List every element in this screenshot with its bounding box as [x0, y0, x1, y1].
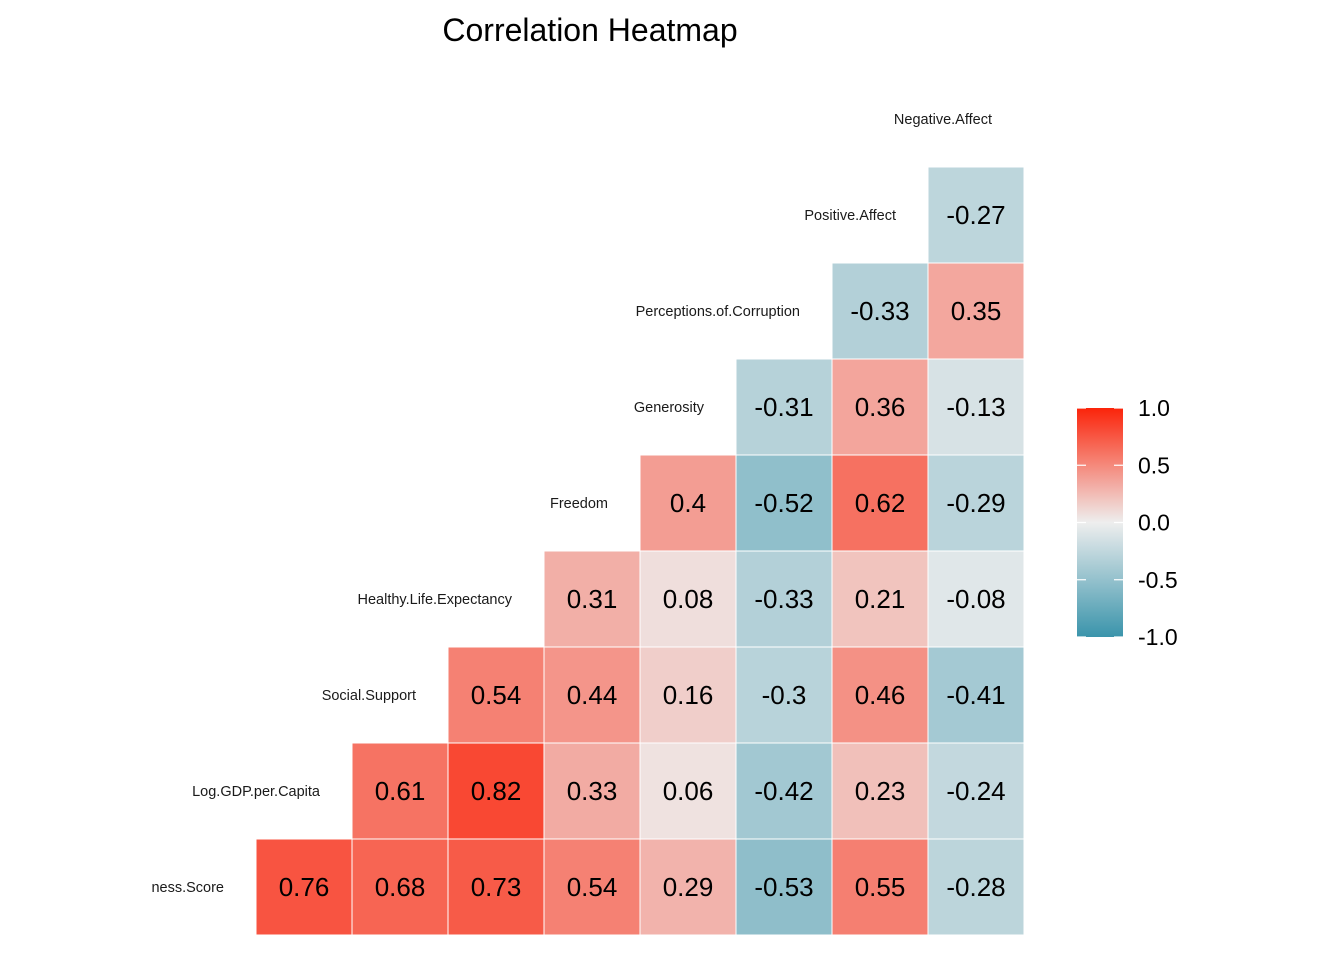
heatmap-cell: [639, 838, 737, 936]
heatmap-cell: [543, 838, 641, 936]
heatmap-cell: [831, 646, 929, 744]
cell-value-label: 0.68: [375, 872, 426, 902]
cell-value-label: -0.41: [946, 680, 1005, 710]
heatmap-cell: [831, 550, 929, 648]
heatmap-cell: [639, 550, 737, 648]
cell-value-label: -0.53: [754, 872, 813, 902]
heatmap-cell: [735, 358, 833, 456]
heatmap-cell: [447, 742, 545, 840]
legend-tick-label: 1.0: [1138, 395, 1170, 421]
cell-value-label: 0.33: [567, 776, 618, 806]
heatmap-cell: [447, 646, 545, 744]
heatmap-cell: [735, 454, 833, 552]
cell-value-label: 0.4: [670, 488, 706, 518]
row-label: Negative.Affect: [894, 112, 992, 128]
legend-tick-label: -1.0: [1138, 624, 1178, 650]
legend-ticks: 1.0 0.5 0.0 -0.5 -1.0: [1077, 395, 1178, 650]
cell-value-label: 0.76: [279, 872, 330, 902]
row-label: Log.GDP.per.Capita: [192, 784, 321, 800]
heatmap-cell: [927, 646, 1025, 744]
cell-value-label: -0.27: [946, 200, 1005, 230]
cell-value-label: -0.33: [850, 296, 909, 326]
cell-value-label: 0.31: [567, 584, 618, 614]
heatmap-cell: [831, 454, 929, 552]
row-label: ness.Score: [151, 880, 224, 896]
heatmap-cell: [927, 358, 1025, 456]
row-label: Healthy.Life.Expectancy: [358, 592, 513, 608]
cell-value-label: -0.3: [762, 680, 807, 710]
heatmap-cell: [831, 838, 929, 936]
cell-value-label: 0.06: [663, 776, 714, 806]
heatmap-cell: [351, 742, 449, 840]
legend-tick-label: 0.5: [1138, 452, 1170, 478]
heatmap-cell: [927, 262, 1025, 360]
heatmap-cell: [255, 838, 353, 936]
color-legend: 1.0 0.5 0.0 -0.5 -1.0: [1077, 395, 1178, 650]
cell-value-label: 0.62: [855, 488, 906, 518]
row-label: Generosity: [634, 400, 705, 416]
heatmap-cell: [927, 838, 1025, 936]
cell-value-label: -0.28: [946, 872, 1005, 902]
heatmap-cell: [639, 742, 737, 840]
heatmap-cell: [831, 262, 929, 360]
cell-value-label: -0.08: [946, 584, 1005, 614]
row-label: Positive.Affect: [804, 208, 896, 224]
cell-value-label: 0.46: [855, 680, 906, 710]
cell-value-label: -0.13: [946, 392, 1005, 422]
heatmap-cell: [639, 454, 737, 552]
cell-value-label: 0.36: [855, 392, 906, 422]
heatmap-cell: [735, 742, 833, 840]
cell-value-label: 0.61: [375, 776, 426, 806]
cell-value-label: -0.52: [754, 488, 813, 518]
heatmap-cells: 0.76 0.68 0.73 0.54 0.29 -0.53 0.55 -0.28 0.61 0.…: [255, 166, 1025, 936]
cell-value-label: 0.16: [663, 680, 714, 710]
heatmap-cell: [543, 646, 641, 744]
cell-value-label: 0.82: [471, 776, 522, 806]
cell-value-label: 0.21: [855, 584, 906, 614]
cell-value-label: 0.54: [471, 680, 522, 710]
cell-value-label: 0.08: [663, 584, 714, 614]
heatmap-cell: [927, 454, 1025, 552]
heatmap-cell: [927, 742, 1025, 840]
cell-value-label: 0.23: [855, 776, 906, 806]
row-label: Social.Support: [322, 688, 416, 704]
heatmap-cell: [351, 838, 449, 936]
row-label: Perceptions.of.Corruption: [636, 304, 800, 320]
cell-value-label: 0.35: [951, 296, 1002, 326]
row-label: Freedom: [550, 496, 608, 512]
cell-value-label: 0.44: [567, 680, 618, 710]
cell-value-label: -0.29: [946, 488, 1005, 518]
cell-value-label: 0.29: [663, 872, 714, 902]
cell-value-label: 0.55: [855, 872, 906, 902]
heatmap-cell: [735, 838, 833, 936]
cell-value-label: -0.24: [946, 776, 1005, 806]
heatmap-cell: [639, 646, 737, 744]
cell-value-label: -0.42: [754, 776, 813, 806]
cell-value-label: 0.73: [471, 872, 522, 902]
legend-tick-label: -0.5: [1138, 567, 1178, 593]
heatmap-cell: [735, 646, 833, 744]
chart-title: Correlation Heatmap: [442, 12, 737, 48]
heatmap-cell: [927, 166, 1025, 264]
cell-value-label: -0.33: [754, 584, 813, 614]
heatmap-cell: [543, 550, 641, 648]
legend-tick-label: 0.0: [1138, 510, 1170, 536]
cell-value-label: -0.31: [754, 392, 813, 422]
heatmap-cell: [927, 550, 1025, 648]
row-labels: ness.Score Log.GDP.per.Capita Social.Suppo…: [151, 112, 992, 896]
cell-value-label: 0.54: [567, 872, 618, 902]
